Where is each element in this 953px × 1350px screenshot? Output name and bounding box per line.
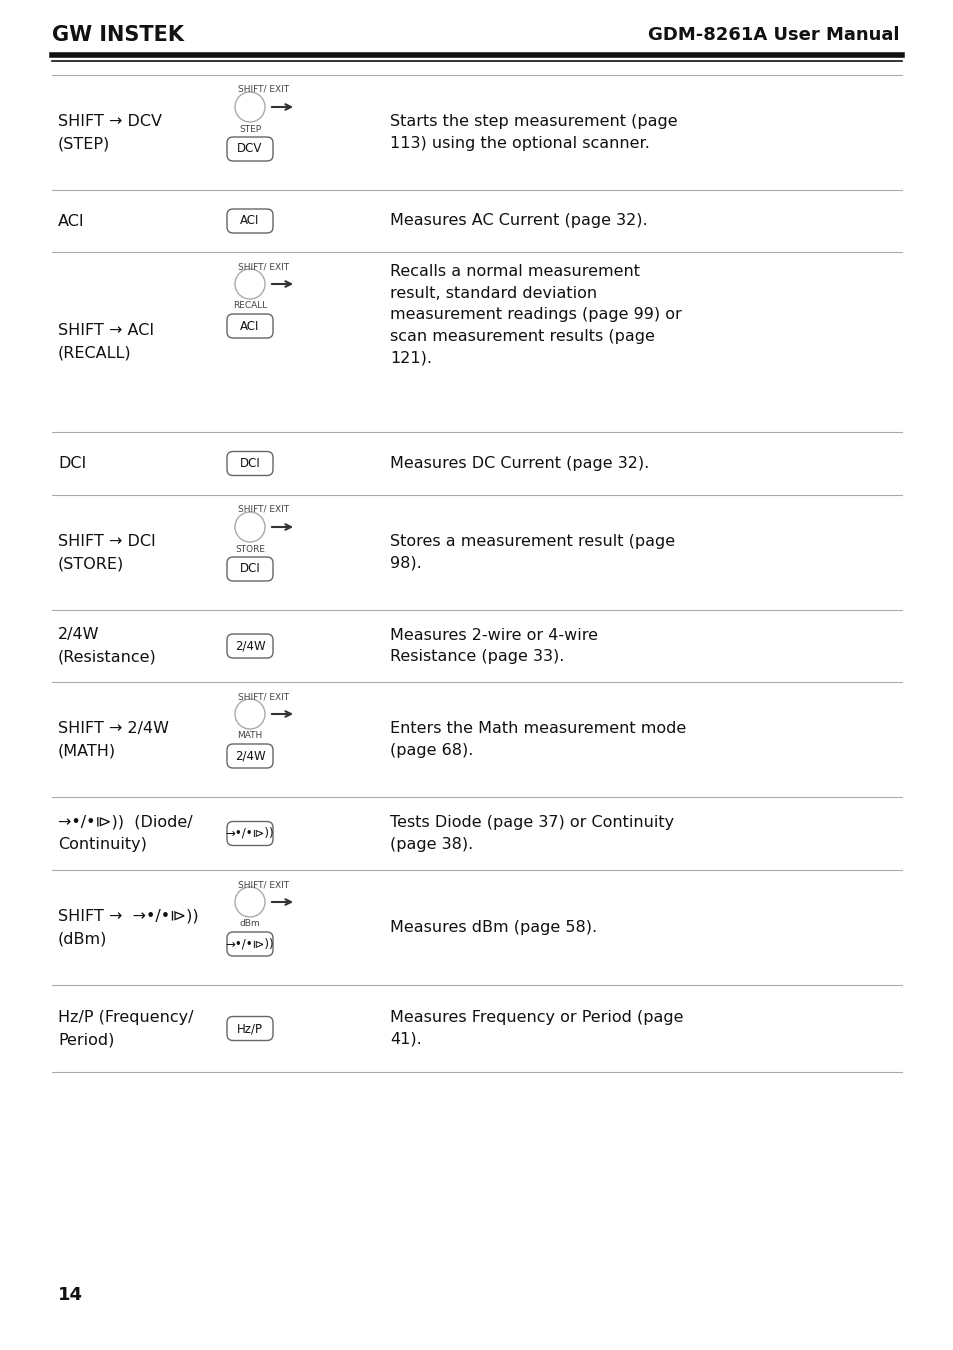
Text: RECALL: RECALL: [233, 301, 267, 310]
Text: Hz/P (Frequency/
Period): Hz/P (Frequency/ Period): [58, 1010, 193, 1048]
Text: ACI: ACI: [58, 213, 85, 228]
Text: ACI: ACI: [240, 320, 259, 332]
FancyBboxPatch shape: [227, 744, 273, 768]
FancyBboxPatch shape: [227, 315, 273, 338]
Text: SHIFT/ EXIT: SHIFT/ EXIT: [237, 505, 289, 514]
Text: SHIFT →  →•/•⧐))
(dBm): SHIFT → →•/•⧐)) (dBm): [58, 909, 198, 946]
FancyBboxPatch shape: [227, 822, 273, 845]
FancyBboxPatch shape: [227, 209, 273, 234]
Text: dBm: dBm: [239, 919, 260, 929]
Circle shape: [234, 699, 265, 729]
Text: STEP: STEP: [238, 124, 261, 134]
Text: SHIFT → ACI
(RECALL): SHIFT → ACI (RECALL): [58, 324, 154, 360]
Text: GDM-8261A User Manual: GDM-8261A User Manual: [648, 26, 899, 45]
Text: SHIFT/ EXIT: SHIFT/ EXIT: [237, 693, 289, 701]
Text: SHIFT → DCI
(STORE): SHIFT → DCI (STORE): [58, 533, 155, 571]
Text: DCI: DCI: [58, 456, 86, 471]
FancyBboxPatch shape: [227, 558, 273, 580]
Text: Measures AC Current (page 32).: Measures AC Current (page 32).: [390, 213, 647, 228]
Text: Tests Diode (page 37) or Continuity
(page 38).: Tests Diode (page 37) or Continuity (pag…: [390, 815, 674, 852]
Text: →•/•⧐))  (Diode/
Continuity): →•/•⧐)) (Diode/ Continuity): [58, 815, 193, 852]
FancyBboxPatch shape: [227, 1017, 273, 1041]
Text: Starts the step measurement (page
113) using the optional scanner.: Starts the step measurement (page 113) u…: [390, 115, 677, 151]
Text: DCV: DCV: [237, 143, 262, 155]
Text: SHIFT/ EXIT: SHIFT/ EXIT: [237, 880, 289, 890]
Circle shape: [234, 92, 265, 122]
Text: Measures 2-wire or 4-wire
Resistance (page 33).: Measures 2-wire or 4-wire Resistance (pa…: [390, 628, 598, 664]
Circle shape: [234, 887, 265, 917]
Text: Recalls a normal measurement
result, standard deviation
measurement readings (pa: Recalls a normal measurement result, sta…: [390, 265, 681, 366]
Text: SHIFT → DCV
(STEP): SHIFT → DCV (STEP): [58, 113, 162, 151]
FancyBboxPatch shape: [227, 451, 273, 475]
Text: →•/•⧐)): →•/•⧐)): [226, 937, 274, 950]
FancyBboxPatch shape: [227, 931, 273, 956]
FancyBboxPatch shape: [227, 136, 273, 161]
Text: SHIFT/ EXIT: SHIFT/ EXIT: [237, 85, 289, 94]
FancyBboxPatch shape: [227, 634, 273, 657]
Text: 2/4W: 2/4W: [234, 749, 265, 763]
Text: STORE: STORE: [234, 544, 265, 554]
Text: SHIFT → 2/4W
(MATH): SHIFT → 2/4W (MATH): [58, 721, 169, 759]
Text: →•/•⧐)): →•/•⧐)): [226, 828, 274, 840]
Text: DCI: DCI: [239, 458, 260, 470]
Text: Measures Frequency or Period (page
41).: Measures Frequency or Period (page 41).: [390, 1010, 682, 1046]
Circle shape: [234, 512, 265, 541]
Text: Hz/P: Hz/P: [236, 1022, 263, 1035]
Text: 14: 14: [58, 1287, 83, 1304]
Text: DCI: DCI: [239, 563, 260, 575]
Text: ACI: ACI: [240, 215, 259, 228]
Circle shape: [234, 269, 265, 298]
Text: Stores a measurement result (page
98).: Stores a measurement result (page 98).: [390, 535, 675, 571]
Text: Measures dBm (page 58).: Measures dBm (page 58).: [390, 919, 597, 936]
Text: Measures DC Current (page 32).: Measures DC Current (page 32).: [390, 456, 649, 471]
Text: 2/4W: 2/4W: [234, 640, 265, 652]
Text: GW INSTEK: GW INSTEK: [52, 26, 184, 45]
Text: Enters the Math measurement mode
(page 68).: Enters the Math measurement mode (page 6…: [390, 721, 685, 757]
Text: MATH: MATH: [237, 732, 262, 741]
Text: 2/4W
(Resistance): 2/4W (Resistance): [58, 628, 156, 664]
Text: SHIFT/ EXIT: SHIFT/ EXIT: [237, 262, 289, 271]
